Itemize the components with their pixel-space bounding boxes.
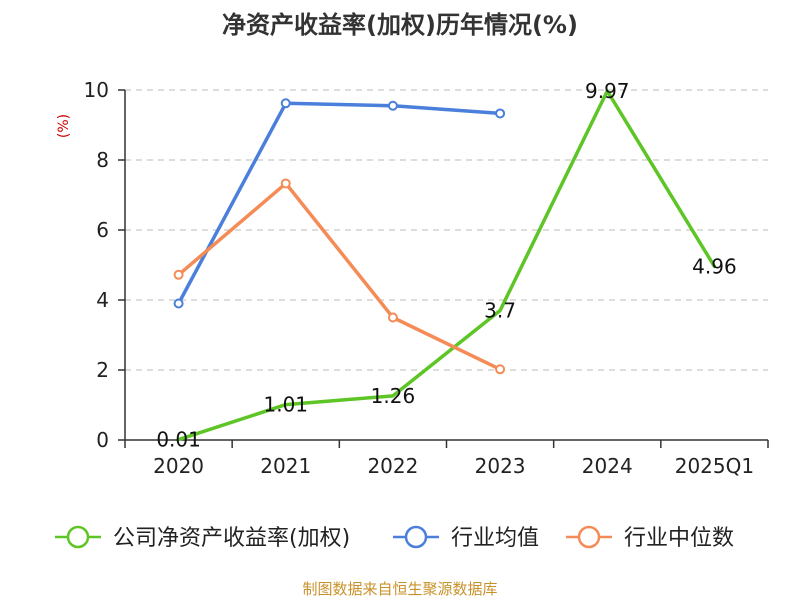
- data-point-industry_median: [280, 178, 291, 189]
- y-tick-label: 6: [96, 218, 109, 242]
- x-tick-label: 2020: [153, 454, 204, 478]
- y-tick-label: 2: [96, 358, 109, 382]
- series-lines: [173, 89, 717, 442]
- data-label: 0.01: [156, 428, 201, 452]
- legend-marker: [577, 525, 601, 549]
- data-point-industry_avg: [387, 100, 398, 111]
- y-tick-label: 4: [96, 288, 109, 312]
- x-tick-label: 2024: [582, 454, 633, 478]
- data-label: 1.01: [263, 393, 308, 417]
- data-labels: 0.01 1.01 1.26 3.7 9.97 4.96: [156, 79, 736, 452]
- legend-label: 行业均值: [451, 526, 539, 551]
- x-tick-label: 2023: [475, 454, 526, 478]
- y-tick-label: 10: [84, 78, 109, 102]
- data-label: 9.97: [585, 79, 630, 103]
- source-note: 制图数据来自恒生聚源数据库: [302, 580, 497, 598]
- data-label: 4.96: [692, 254, 737, 278]
- legend-label: 行业中位数: [624, 526, 734, 551]
- legend-marker: [404, 525, 428, 549]
- legend-label: 公司净资产收益率(加权): [113, 526, 350, 551]
- x-tick-label: 2021: [260, 454, 311, 478]
- data-point-industry_median: [173, 269, 184, 280]
- x-tick-label: 2025Q1: [675, 454, 754, 478]
- series-line-roe: [176, 89, 717, 442]
- y-axis-ticks: 0 2 4 6 8 10: [84, 78, 126, 452]
- legend-marker: [66, 525, 90, 549]
- data-point-industry_median: [495, 364, 506, 375]
- data-point-industry_avg: [280, 98, 291, 109]
- data-label: 3.7: [484, 299, 516, 323]
- data-point-industry_avg: [495, 108, 506, 119]
- legend: 公司净资产收益率(加权) 行业均值 行业中位数: [55, 525, 734, 551]
- chart-title: 净资产收益率(加权)历年情况(%): [222, 11, 578, 39]
- data-point-industry_median: [387, 312, 398, 323]
- y-axis-label: (%): [56, 114, 72, 138]
- y-tick-label: 8: [96, 148, 109, 172]
- series-line-industry_avg: [176, 101, 502, 306]
- y-tick-label: 0: [96, 428, 109, 452]
- data-point-industry_avg: [173, 298, 184, 309]
- gridlines: [125, 89, 768, 371]
- x-tick-label: 2022: [367, 454, 418, 478]
- x-axis: 2020 2021 2022 2023 2024 2025Q1: [124, 439, 769, 478]
- series-line-industry_median: [176, 181, 502, 372]
- data-label: 1.26: [371, 384, 416, 408]
